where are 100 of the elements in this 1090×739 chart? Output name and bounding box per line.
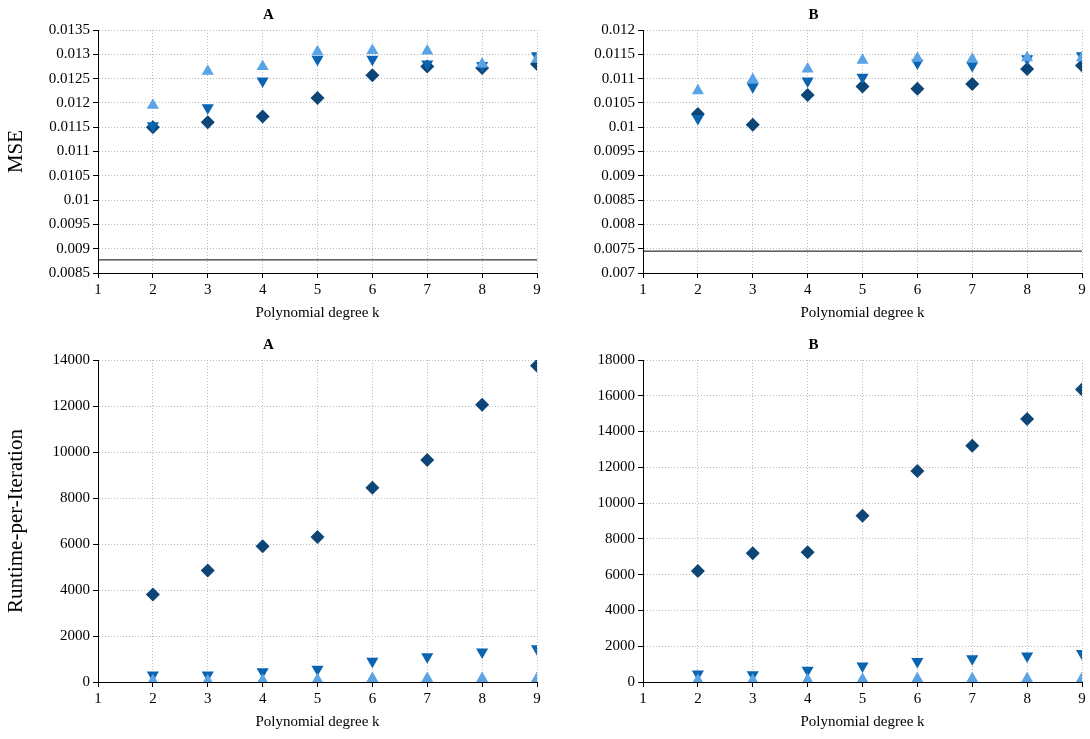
y-tick-label: 4000 [60, 580, 90, 597]
point [145, 587, 160, 602]
x-tick-label: 4 [258, 689, 267, 706]
x-tick-label: 8 [1023, 689, 1031, 706]
point [200, 563, 215, 578]
y-tick-label: 0.0115 [594, 45, 635, 62]
x-axis-title: Polynomial degree k [255, 303, 381, 320]
y-tick-label: 2000 [60, 626, 90, 643]
point [366, 671, 379, 682]
y-tick-label: 8000 [605, 529, 635, 546]
point [255, 539, 270, 554]
x-axis-title: Polynomial degree k [800, 303, 926, 320]
chart-title: A [263, 5, 275, 22]
x-tick-label: 7 [968, 689, 977, 706]
x-tick-label: 1 [94, 280, 102, 297]
chart-title: A [263, 335, 275, 352]
x-tick-label: 3 [749, 689, 757, 706]
x-tick-label: 3 [204, 689, 212, 706]
y-axis-title: MSE [3, 129, 28, 174]
y-tick-label: 0.0085 [48, 263, 90, 280]
x-tick-label: 8 [478, 280, 486, 297]
chart-title: B [808, 335, 819, 352]
x-tick-label: 5 [858, 689, 867, 706]
x-tick-label: 3 [749, 280, 757, 297]
x-tick-label: 8 [478, 689, 486, 706]
y-tick-label: 0.0105 [48, 166, 90, 183]
y-tick-label: 4000 [605, 601, 635, 618]
x-tick-label: 4 [258, 280, 267, 297]
x-tick-label: 7 [423, 280, 432, 297]
y-tick-label: 16000 [597, 386, 635, 403]
y-tick-label: 18000 [597, 350, 635, 367]
point [365, 480, 380, 495]
y-tick-label: 0.0105 [593, 93, 635, 110]
x-tick-label: 5 [313, 689, 322, 706]
x-tick-label: 3 [204, 280, 212, 297]
x-tick-label: 9 [1078, 689, 1086, 706]
y-tick-label: 14000 [597, 422, 635, 439]
x-tick-label: 2 [149, 689, 157, 706]
point [475, 397, 490, 412]
y-tick-label: 0.0125 [48, 69, 90, 86]
x-tick-label: 5 [858, 280, 867, 297]
point [310, 530, 325, 545]
y-tick-label: 0.011 [601, 69, 635, 86]
x-tick-label: 9 [533, 689, 541, 706]
x-tick-label: 1 [94, 689, 102, 706]
point [856, 662, 869, 673]
y-tick-label: 0.013 [56, 45, 90, 62]
y-axis-title: Runtime-per-Iteration [3, 428, 28, 613]
y-tick-label: 10000 [597, 494, 635, 511]
x-axis-title: Polynomial degree k [255, 712, 381, 729]
point [800, 545, 815, 560]
x-tick-label: 6 [913, 280, 922, 297]
y-tick-label: 0.011 [56, 142, 90, 159]
x-tick-label: 2 [149, 280, 157, 297]
y-tick-label: 0 [627, 672, 635, 689]
y-tick-label: 0.009 [601, 166, 635, 183]
y-tick-label: 0.008 [601, 215, 635, 232]
point [690, 564, 705, 579]
x-tick-label: 1 [639, 280, 647, 297]
y-tick-label: 0 [82, 672, 90, 689]
point [1021, 652, 1034, 664]
point [966, 655, 979, 666]
y-tick-label: 6000 [60, 534, 90, 551]
y-tick-label: 0.0115 [49, 118, 90, 135]
x-tick-label: 7 [423, 689, 432, 706]
y-tick-label: 6000 [605, 565, 635, 582]
y-tick-label: 0.01 [63, 191, 90, 208]
y-tick-label: 12000 [52, 396, 90, 413]
x-tick-label: 9 [533, 280, 541, 297]
y-tick-label: 0.0095 [48, 215, 90, 232]
x-tick-label: 1 [639, 689, 647, 706]
x-tick-label: 6 [913, 689, 922, 706]
x-tick-label: 4 [803, 689, 812, 706]
x-tick-label: 7 [968, 280, 977, 297]
chart-title: B [808, 5, 819, 22]
y-tick-label: 8000 [60, 488, 90, 505]
y-tick-label: 0.007 [601, 263, 636, 280]
x-tick-label: 8 [1023, 280, 1031, 297]
x-tick-label: 2 [694, 689, 702, 706]
y-tick-label: 2000 [605, 637, 635, 654]
y-tick-label: 12000 [597, 458, 635, 475]
point [911, 657, 924, 669]
y-tick-label: 0.012 [601, 20, 635, 37]
y-tick-label: 0.0135 [48, 20, 90, 37]
point [366, 657, 379, 669]
y-tick-label: 14000 [52, 350, 90, 367]
point [1020, 412, 1035, 427]
x-axis-title: Polynomial degree k [800, 712, 926, 729]
point [421, 671, 434, 682]
y-tick-label: 0.012 [56, 93, 90, 110]
y-tick-label: 0.0085 [593, 191, 635, 208]
point [855, 508, 870, 523]
x-tick-label: 6 [368, 689, 377, 706]
point [476, 671, 489, 682]
point [965, 438, 980, 453]
y-tick-label: 0.0095 [593, 142, 635, 159]
x-tick-label: 4 [803, 280, 812, 297]
x-tick-label: 6 [368, 280, 377, 297]
y-tick-label: 0.009 [56, 239, 90, 256]
x-tick-label: 9 [1078, 280, 1086, 297]
